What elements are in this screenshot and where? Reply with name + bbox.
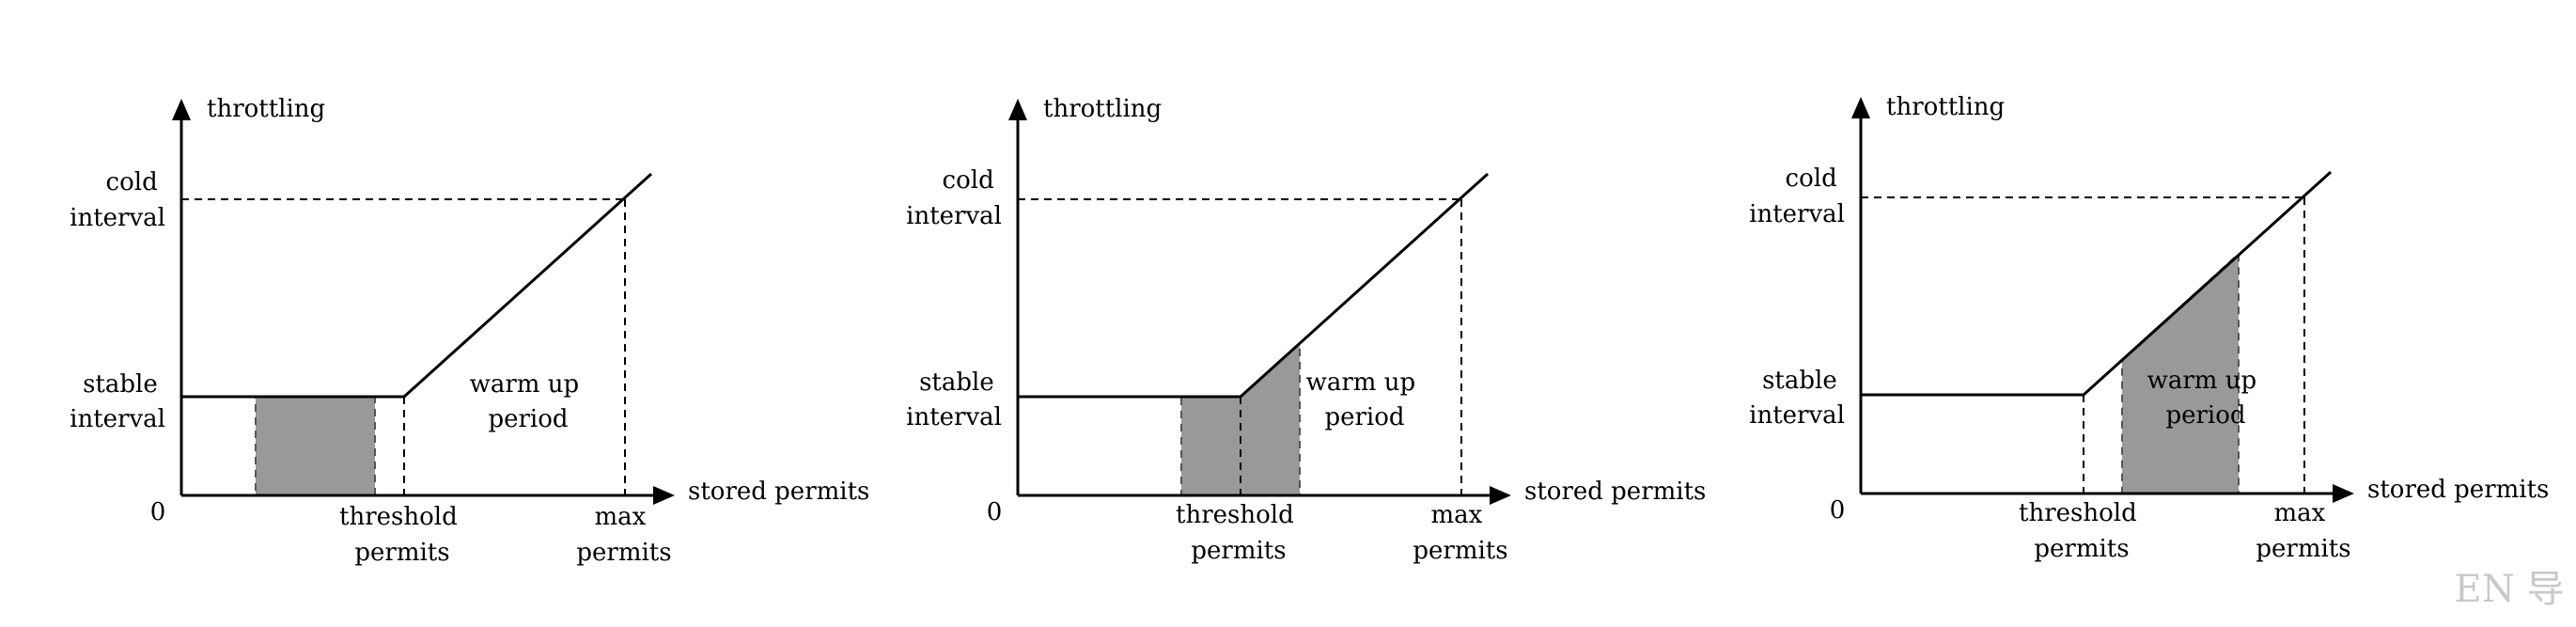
warm-up-line2: period xyxy=(1324,403,1404,431)
threshold-permits-label: threshold permits xyxy=(339,503,465,567)
warm-up-period-label: warm up period xyxy=(1306,368,1424,431)
warm-up-line1: warm up xyxy=(1306,368,1416,397)
panel-left: throttling stored permits 0 cold interva… xyxy=(70,95,869,567)
max-line1: max xyxy=(1430,501,1482,529)
stable-interval-label: stable interval xyxy=(1749,367,1845,430)
warm-up-line1: warm up xyxy=(2147,367,2257,395)
warm-up-line1: warm up xyxy=(470,370,580,399)
shaded-area xyxy=(1180,340,1301,496)
x-axis xyxy=(1018,486,1511,505)
cold-interval-line1: cold xyxy=(1786,165,1837,193)
max-line2: permits xyxy=(1413,537,1507,565)
threshold-line2: permits xyxy=(1191,537,1286,565)
max-line1: max xyxy=(594,503,646,531)
cold-interval-line1: cold xyxy=(943,166,994,195)
warm-up-period-label: warm up period xyxy=(2147,367,2265,430)
x-axis-label: stored permits xyxy=(1524,478,1706,506)
y-axis-label: throttling xyxy=(1043,95,1162,123)
stable-interval-label: stable interval xyxy=(70,370,165,433)
stable-interval-line1: stable xyxy=(83,370,158,399)
stable-interval-line2: interval xyxy=(906,403,1002,431)
stable-interval-line2: interval xyxy=(70,405,165,433)
y-axis xyxy=(172,99,191,495)
y-axis-label: throttling xyxy=(207,95,325,123)
cold-interval-line2: interval xyxy=(906,202,1002,230)
threshold-line2: permits xyxy=(354,539,449,567)
max-line2: permits xyxy=(576,539,671,567)
x-axis xyxy=(1861,484,2354,503)
threshold-line1: threshold xyxy=(2019,499,2137,527)
shaded-area xyxy=(255,396,376,496)
warm-up-line2: period xyxy=(2165,401,2245,430)
threshold-permits-label: threshold permits xyxy=(2019,499,2145,563)
stable-interval-label: stable interval xyxy=(906,368,1002,431)
cold-interval-label: cold interval xyxy=(1749,165,1845,228)
throttling-curve xyxy=(1018,172,1490,399)
warm-up-line2: period xyxy=(488,405,568,433)
stable-interval-line1: stable xyxy=(1762,367,1837,395)
cold-interval-label: cold interval xyxy=(70,168,165,232)
threshold-line2: permits xyxy=(2034,535,2129,563)
throttling-curve xyxy=(181,172,653,399)
panel-right: throttling stored permits 0 cold interva… xyxy=(1749,93,2549,563)
threshold-line1: threshold xyxy=(339,503,458,531)
throttling-curve xyxy=(1861,170,2333,397)
x-axis-label: stored permits xyxy=(2367,476,2549,504)
stable-interval-line1: stable xyxy=(919,368,994,397)
max-permits-label: max permits xyxy=(2256,499,2350,563)
origin-label: 0 xyxy=(1830,496,1846,525)
y-axis-label: throttling xyxy=(1886,93,2005,121)
max-permits-label: max permits xyxy=(576,503,671,567)
max-line2: permits xyxy=(2256,535,2350,563)
threshold-line1: threshold xyxy=(1176,501,1294,529)
origin-label: 0 xyxy=(987,498,1003,526)
max-line1: max xyxy=(2273,499,2325,527)
stable-interval-line2: interval xyxy=(1749,401,1845,430)
max-permits-label: max permits xyxy=(1413,501,1507,565)
warm-up-period-label: warm up period xyxy=(470,370,587,433)
cold-interval-line2: interval xyxy=(1749,200,1845,228)
origin-label: 0 xyxy=(150,498,166,526)
watermark: EN 导 xyxy=(2455,568,2565,611)
threshold-permits-label: threshold permits xyxy=(1176,501,1302,565)
panel-middle: throttling stored permits 0 cold interva… xyxy=(906,95,1706,565)
cold-interval-line1: cold xyxy=(106,168,158,196)
x-axis xyxy=(181,486,675,505)
cold-interval-label: cold interval xyxy=(906,166,1002,230)
y-axis xyxy=(1851,97,1870,494)
cold-interval-line2: interval xyxy=(70,204,165,232)
x-axis-label: stored permits xyxy=(688,478,869,506)
y-axis xyxy=(1008,99,1027,495)
